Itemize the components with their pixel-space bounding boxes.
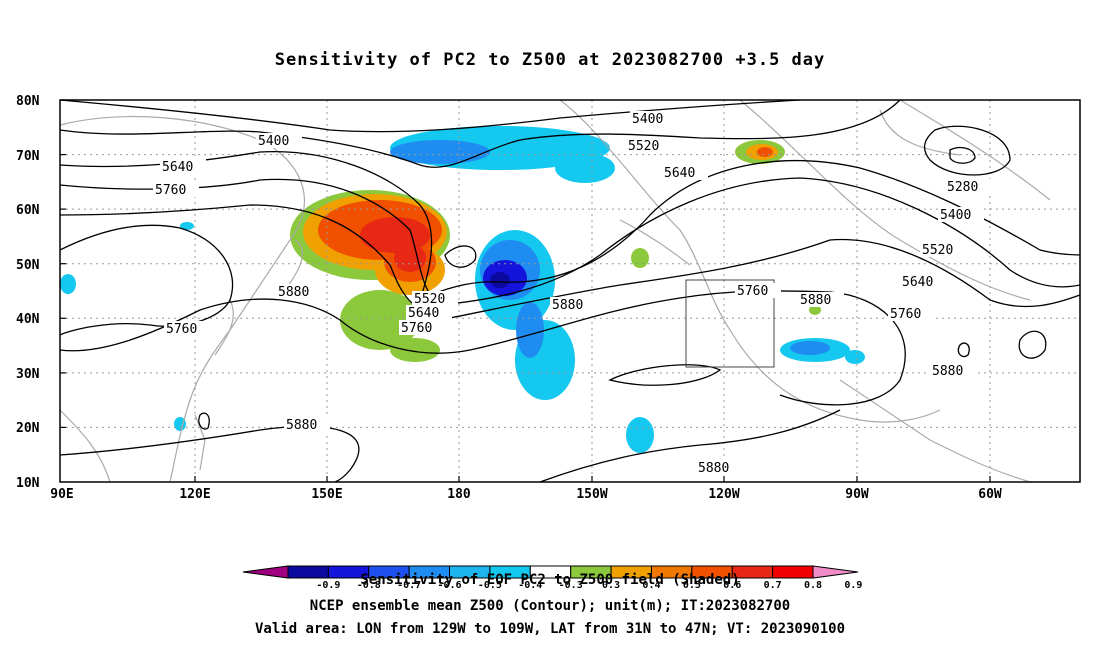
lon-label: 90E [50, 487, 73, 502]
colorbar-tick-label: -0.7 [397, 580, 421, 591]
lon-label: 90W [845, 487, 869, 502]
caption-valid-area: Valid area: LON from 129W to 109W, LAT f… [254, 621, 845, 637]
lat-label: 80N [16, 94, 40, 109]
contour-label: 5520 [628, 139, 659, 154]
lon-label: 120E [179, 487, 210, 502]
contour-label: 5880 [278, 285, 309, 300]
contour-label: 5760 [401, 321, 432, 336]
contour-label: 5400 [632, 112, 663, 127]
tick-marks [60, 99, 991, 482]
contour-label: 5400 [258, 134, 289, 149]
contour-label: 5880 [932, 364, 963, 379]
caption-shading: Sensitivity of EOF PC2 to Z500 field (Sh… [360, 572, 740, 588]
lon-label: 180 [447, 487, 471, 502]
colorbar-tick-label: 0.9 [844, 580, 862, 591]
contour-label: 5880 [800, 293, 831, 308]
contour-label: 5760 [166, 322, 197, 337]
contour-label: 5760 [890, 307, 921, 322]
contour-label: 5400 [940, 208, 971, 223]
lat-label: 30N [16, 367, 40, 382]
lon-label: 60W [978, 487, 1002, 502]
caption-contour: NCEP ensemble mean Z500 (Contour); unit(… [309, 598, 791, 614]
lat-label: 20N [16, 421, 40, 436]
colorbar-tick-label: -0.4 [518, 580, 542, 591]
colorbar-tick-label: -0.3 [559, 580, 583, 591]
contour-label: 5760 [155, 183, 186, 198]
colorbar-tick-label: 0.4 [642, 580, 660, 591]
colorbar-tick-label: -0.5 [478, 580, 502, 591]
contour-label: 5640 [408, 306, 439, 321]
lat-label: 40N [16, 312, 40, 327]
contour-label: 5880 [286, 418, 317, 433]
contour-label: 5640 [902, 275, 933, 290]
contour-label-group: 5400 5400 5520 5640 5760 5640 5280 5400 … [153, 111, 991, 476]
lat-labels: 80N 70N 60N 50N 40N 30N 20N 10N [16, 94, 40, 491]
grid [60, 100, 1080, 482]
lon-label: 150W [576, 487, 607, 502]
colorbar-tick-label: -0.8 [357, 580, 381, 591]
colorbar-end-high [812, 565, 859, 579]
colorbar: -0.9 -0.8 -0.7 -0.6 -0.5 -0.4 -0.3 0.3 0.4 0.5 0.6… [242, 565, 862, 591]
colorbar-tick-label: 0.6 [723, 580, 741, 591]
contour-label: 5520 [922, 243, 953, 258]
plot-frame [59, 99, 1081, 483]
colorbar-tick-label: 0.7 [764, 580, 782, 591]
contour-label: 5280 [947, 180, 978, 195]
lat-label: 60N [16, 203, 40, 218]
shading-navy [490, 272, 510, 288]
contour-label: 5520 [414, 292, 445, 307]
contour-label: 5760 [737, 284, 768, 299]
lon-label: 150E [311, 487, 342, 502]
lat-label: 10N [16, 476, 40, 491]
colorbar-tick-label: 0.5 [683, 580, 701, 591]
chart-title: Sensitivity of PC2 to Z500 at 2023082700… [274, 50, 826, 70]
colorbar-tick-label: 0.8 [804, 580, 822, 591]
z500-contours [59, 99, 1081, 483]
lat-label: 70N [16, 149, 40, 164]
contour-label: 5880 [552, 298, 583, 313]
colorbar-tick-label: 0.3 [602, 580, 620, 591]
shading-deepred [360, 217, 430, 272]
lon-label: 120W [708, 487, 739, 502]
colorbar-tick-label: -0.9 [316, 580, 340, 591]
lon-labels: 90E 120E 150E 180 150W 120W 90W 60W [50, 487, 1002, 502]
contour-label: 5880 [698, 461, 729, 476]
lat-label: 50N [16, 258, 40, 273]
contour-label: 5640 [162, 160, 193, 175]
colorbar-tick-label: -0.6 [437, 580, 461, 591]
contour-label: 5640 [664, 166, 695, 181]
valid-area-box [685, 279, 775, 368]
